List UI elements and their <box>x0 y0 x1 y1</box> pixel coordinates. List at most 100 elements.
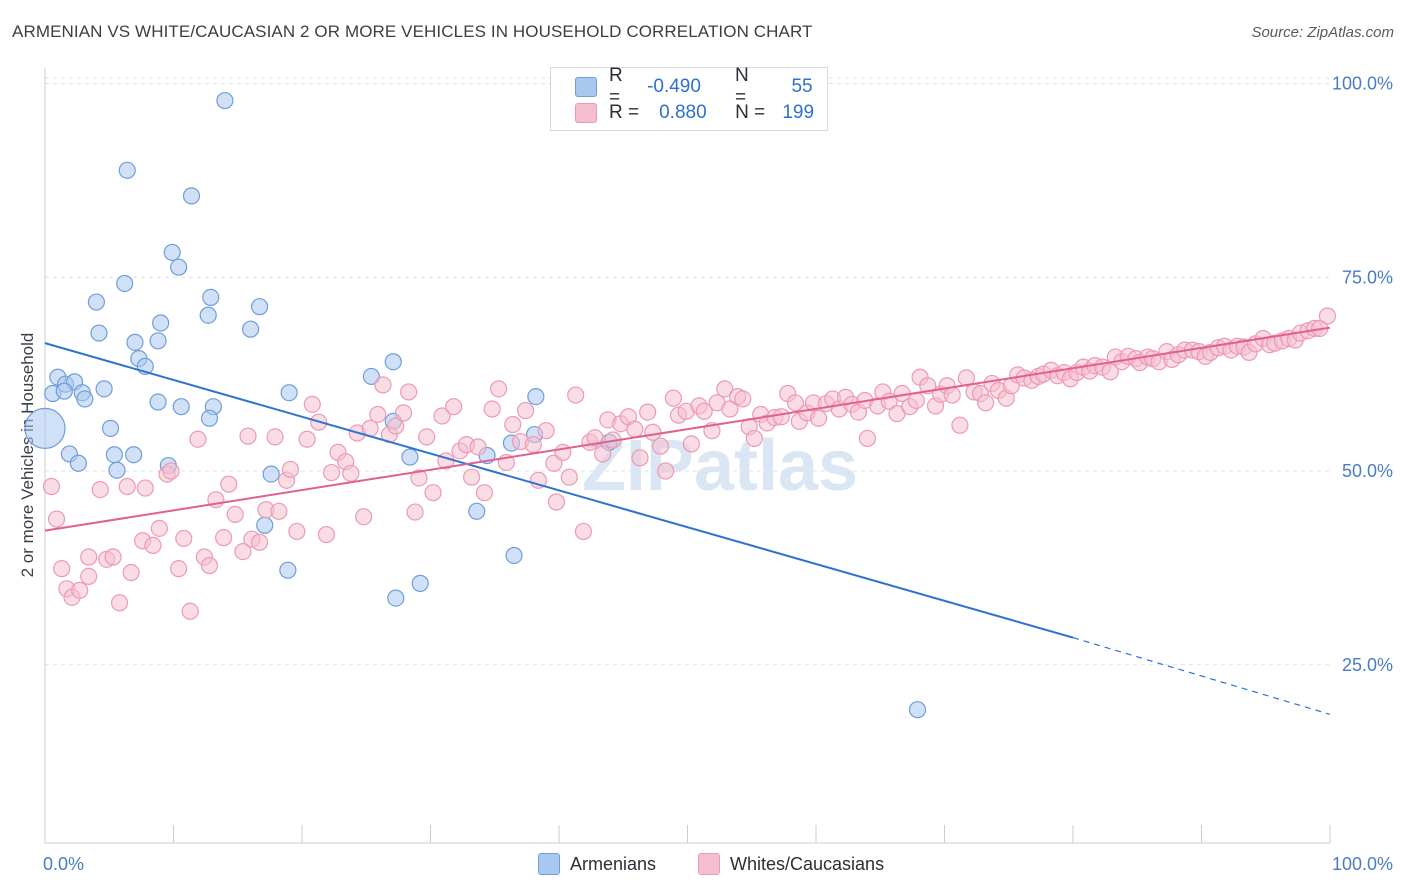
armenian-point <box>163 243 181 262</box>
white-point <box>524 436 542 454</box>
white-point <box>150 519 168 537</box>
white-point <box>91 481 109 499</box>
white-point <box>298 430 316 448</box>
whites-swatch <box>575 103 597 123</box>
white-point <box>1318 307 1337 325</box>
white-point <box>858 429 877 448</box>
x-tick-label: 0.0% <box>43 854 84 874</box>
armenian-point <box>182 187 201 205</box>
white-point <box>695 402 713 420</box>
white-point <box>162 462 180 480</box>
armenian-point <box>87 293 106 311</box>
white-point <box>745 429 763 448</box>
armenian-point <box>101 419 120 437</box>
white-point <box>303 395 321 413</box>
white-point <box>181 602 199 620</box>
white-point <box>547 493 566 511</box>
white-point <box>490 380 508 398</box>
armenian-point <box>279 561 297 579</box>
white-point <box>270 502 288 520</box>
armenian-point <box>199 306 217 324</box>
source-label: Source: ZipAtlas.com <box>1251 24 1394 41</box>
white-point <box>410 469 428 487</box>
legend-item-armenians[interactable]: Armenians <box>538 850 656 878</box>
white-point <box>281 460 300 479</box>
armenian-trend-line <box>44 342 1074 639</box>
armenian-point <box>401 448 419 466</box>
white-point <box>234 542 252 561</box>
armenian-point <box>280 384 298 402</box>
armenian-point <box>149 393 167 411</box>
armenians-legend-swatch <box>538 853 560 875</box>
white-point <box>977 394 995 412</box>
white-point <box>554 443 572 461</box>
white-point <box>657 462 675 480</box>
white-point <box>144 536 162 555</box>
armenian-point <box>908 701 927 719</box>
white-point <box>80 567 98 586</box>
white-point <box>394 404 413 422</box>
white-point <box>200 556 219 575</box>
white-point <box>189 430 207 448</box>
armenian-point <box>108 461 126 479</box>
white-point <box>537 422 555 440</box>
armenian-point <box>69 454 88 472</box>
legend-item-whites[interactable]: Whites/Caucasians <box>698 850 884 878</box>
white-point <box>118 477 136 496</box>
armenian-point <box>24 407 66 449</box>
white-point <box>809 409 828 427</box>
y-tick-label: 75.0% <box>1342 267 1393 287</box>
armenian-trend-extension <box>1072 637 1331 715</box>
armenian-point <box>95 380 113 398</box>
armenian-point <box>527 388 545 406</box>
armenian-point <box>387 589 405 607</box>
armenian-point <box>116 274 134 293</box>
white-point <box>424 484 442 502</box>
armenian-point <box>152 314 170 332</box>
white-point <box>639 403 657 421</box>
white-point <box>504 415 522 434</box>
n-value: 199 <box>782 102 815 123</box>
armenian-point <box>242 320 260 338</box>
whites-legend-swatch <box>698 853 720 875</box>
white-point <box>951 416 969 434</box>
white-point <box>516 401 535 420</box>
legend-row-whites: R = 0.880 N = 199 <box>575 100 823 126</box>
watermark-text: ZIPatlas <box>582 426 858 506</box>
white-point <box>786 394 805 412</box>
x-tick-label: 100.0% <box>1332 854 1393 874</box>
armenians-swatch <box>575 77 597 97</box>
white-point <box>433 407 451 425</box>
white-point <box>104 548 122 566</box>
armenian-point <box>250 298 269 316</box>
white-point <box>136 479 154 497</box>
white-point <box>574 522 593 541</box>
r-value: -0.490 <box>647 76 701 97</box>
n-label: N = <box>734 65 749 108</box>
white-point <box>651 437 670 455</box>
armenian-point <box>468 502 486 520</box>
r-label: R = <box>608 65 623 108</box>
armenian-point <box>149 332 167 350</box>
white-point <box>220 475 238 493</box>
white-point <box>664 389 682 407</box>
white-point <box>226 505 244 524</box>
armenian-point <box>126 333 144 351</box>
white-point <box>716 380 734 398</box>
armenian-point <box>384 353 402 371</box>
white-point <box>215 529 233 547</box>
armenian-point <box>216 91 234 110</box>
armenian-point <box>105 446 123 464</box>
white-point <box>175 529 193 548</box>
white-point <box>322 463 341 482</box>
white-point <box>469 438 487 456</box>
armenian-point <box>125 446 143 464</box>
white-point <box>682 435 700 453</box>
armenian-point <box>256 516 274 534</box>
y-tick-label: 50.0% <box>1342 461 1393 481</box>
white-point <box>369 405 387 424</box>
armenian-point <box>90 324 108 342</box>
armenian-point <box>362 367 380 386</box>
white-point <box>110 594 129 612</box>
white-point <box>355 508 373 526</box>
